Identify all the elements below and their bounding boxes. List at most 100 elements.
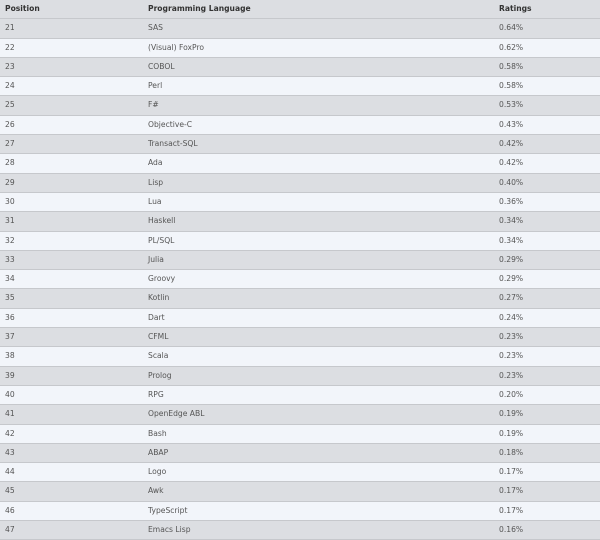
- language-cell: RPG: [148, 389, 164, 399]
- position-cell: 40: [5, 389, 15, 399]
- rating-cell: 0.17%: [499, 505, 524, 515]
- language-cell: Kotlin: [148, 293, 170, 303]
- position-cell: 27: [5, 139, 15, 149]
- language-cell: Perl: [148, 81, 163, 91]
- language-cell: Logo: [148, 467, 167, 477]
- rating-cell: 0.34%: [499, 235, 524, 245]
- rating-cell: 0.23%: [499, 351, 524, 361]
- table-header: Position Programming Language Ratings: [0, 0, 600, 20]
- table-row: 42 Bash 0.19%: [0, 424, 600, 444]
- table-row: 35 Kotlin 0.27%: [0, 289, 600, 309]
- language-cell: Julia: [148, 254, 164, 264]
- header-position: Position: [5, 4, 40, 13]
- table-row: 34 Groovy 0.29%: [0, 270, 600, 290]
- language-cell: Haskell: [148, 216, 176, 226]
- table-row: 27 Transact-SQL 0.42%: [0, 135, 600, 155]
- position-cell: 42: [5, 428, 15, 438]
- rating-cell: 0.27%: [499, 293, 524, 303]
- table-row: 28 Ada 0.42%: [0, 154, 600, 174]
- position-cell: 25: [5, 100, 15, 110]
- language-cell: ABAP: [148, 447, 169, 457]
- rating-cell: 0.16%: [499, 525, 524, 535]
- position-cell: 44: [5, 467, 15, 477]
- language-cell: CFML: [148, 332, 169, 342]
- rating-cell: 0.24%: [499, 312, 524, 322]
- language-cell: Transact-SQL: [148, 139, 198, 149]
- language-cell: Emacs Lisp: [148, 525, 191, 535]
- rating-cell: 0.36%: [499, 196, 524, 206]
- table-row: 23 COBOL 0.58%: [0, 57, 600, 78]
- rating-cell: 0.34%: [499, 216, 524, 226]
- table-row: 33 Julia 0.29%: [0, 250, 600, 271]
- rating-cell: 0.42%: [499, 139, 524, 149]
- position-cell: 37: [5, 332, 15, 342]
- position-cell: 38: [5, 351, 15, 361]
- rating-cell: 0.62%: [499, 42, 524, 52]
- rating-cell: 0.18%: [499, 447, 524, 457]
- rating-cell: 0.17%: [499, 467, 524, 477]
- table-row: 40 RPG 0.20%: [0, 385, 600, 406]
- table-row: 44 Logo 0.17%: [0, 463, 600, 483]
- rating-cell: 0.40%: [499, 177, 524, 187]
- table-row: 38 Scala 0.23%: [0, 347, 600, 367]
- rating-cell: 0.53%: [499, 100, 524, 110]
- language-cell: (Visual) FoxPro: [148, 42, 205, 52]
- language-cell: Groovy: [148, 274, 176, 284]
- language-cell: Prolog: [148, 370, 172, 380]
- position-cell: 29: [5, 177, 15, 187]
- rating-cell: 0.58%: [499, 61, 524, 71]
- language-cell: Objective-C: [148, 119, 193, 129]
- position-cell: 36: [5, 312, 15, 322]
- position-cell: 24: [5, 81, 15, 91]
- position-cell: 26: [5, 119, 15, 129]
- position-cell: 47: [5, 525, 15, 535]
- language-cell: Lua: [148, 196, 162, 206]
- table-row: 37 CFML 0.23%: [0, 328, 600, 348]
- table-row: 31 Haskell 0.34%: [0, 212, 600, 232]
- table-row: 24 Perl 0.58%: [0, 77, 600, 97]
- table-row: 32 PL/SQL 0.34%: [0, 231, 600, 251]
- position-cell: 39: [5, 370, 15, 380]
- table-row: 46 TypeScript 0.17%: [0, 501, 600, 522]
- position-cell: 34: [5, 274, 15, 284]
- language-cell: Ada: [148, 158, 163, 168]
- rating-cell: 0.58%: [499, 81, 524, 91]
- position-cell: 35: [5, 293, 15, 303]
- language-cell: PL/SQL: [148, 235, 175, 245]
- language-cell: OpenEdge ABL: [148, 409, 205, 419]
- table-row: 30 Lua 0.36%: [0, 192, 600, 213]
- position-cell: 30: [5, 196, 15, 206]
- position-cell: 46: [5, 505, 15, 515]
- rating-cell: 0.20%: [499, 389, 524, 399]
- table-row: 22 (Visual) FoxPro 0.62%: [0, 38, 600, 58]
- language-cell: COBOL: [148, 61, 175, 71]
- language-cell: SAS: [148, 23, 163, 33]
- rating-cell: 0.64%: [499, 23, 524, 33]
- table-row: 29 Lisp 0.40%: [0, 173, 600, 193]
- table-row: 45 Awk 0.17%: [0, 482, 600, 502]
- language-cell: TypeScript: [148, 505, 188, 515]
- rating-cell: 0.17%: [499, 486, 524, 496]
- rating-cell: 0.19%: [499, 409, 524, 419]
- rating-cell: 0.43%: [499, 119, 524, 129]
- table-row: 25 F# 0.53%: [0, 96, 600, 116]
- rating-cell: 0.29%: [499, 254, 524, 264]
- position-cell: 22: [5, 42, 15, 52]
- table-body: 21 SAS 0.64% 22 (Visual) FoxPro 0.62% 23 COBOL 0…: [0, 19, 600, 540]
- table-row: 43 ABAP 0.18%: [0, 443, 600, 464]
- position-cell: 32: [5, 235, 15, 245]
- table-row: 21 SAS 0.64%: [0, 19, 600, 39]
- language-cell: F#: [148, 100, 159, 110]
- table-row: 41 OpenEdge ABL 0.19%: [0, 405, 600, 425]
- table-row: 36 Dart 0.24%: [0, 308, 600, 329]
- rating-cell: 0.29%: [499, 274, 524, 284]
- language-cell: Scala: [148, 351, 169, 361]
- language-cell: Bash: [148, 428, 167, 438]
- position-cell: 28: [5, 158, 15, 168]
- position-cell: 33: [5, 254, 15, 264]
- position-cell: 41: [5, 409, 15, 419]
- header-language: Programming Language: [148, 4, 251, 13]
- position-cell: 21: [5, 23, 15, 33]
- language-cell: Awk: [148, 486, 164, 496]
